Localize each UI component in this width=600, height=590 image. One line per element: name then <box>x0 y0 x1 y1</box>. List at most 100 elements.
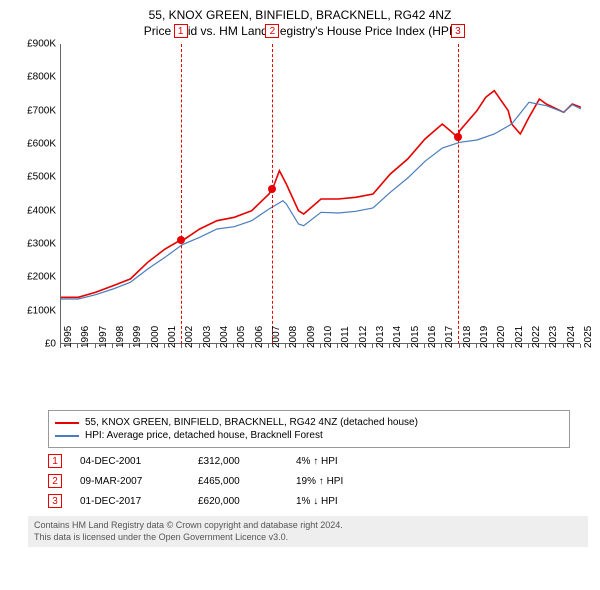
event-date: 01-DEC-2017 <box>80 496 180 507</box>
x-axis-tick: 1997 <box>98 326 109 348</box>
x-axis-tick: 2017 <box>444 326 455 348</box>
x-axis-tick-mark <box>372 344 373 348</box>
x-axis-tick: 2014 <box>392 326 403 348</box>
x-axis-tick-mark <box>233 344 234 348</box>
y-axis-tick: £600K <box>20 139 56 150</box>
event-marker-label: 2 <box>265 24 279 38</box>
x-axis-tick-mark <box>424 344 425 348</box>
y-axis-tick: £400K <box>20 205 56 216</box>
x-axis-tick-mark <box>355 344 356 348</box>
event-marker-dot <box>454 133 462 141</box>
x-axis-tick-mark <box>60 344 61 348</box>
legend-swatch <box>55 422 79 424</box>
x-axis-tick: 2010 <box>323 326 334 348</box>
y-axis-tick: £100K <box>20 305 56 316</box>
x-axis-tick: 2019 <box>479 326 490 348</box>
x-axis-tick-mark <box>147 344 148 348</box>
x-axis-tick: 1995 <box>63 326 74 348</box>
event-date: 09-MAR-2007 <box>80 476 180 487</box>
series-line <box>61 91 581 298</box>
x-axis-tick-mark <box>199 344 200 348</box>
x-axis-tick: 2018 <box>462 326 473 348</box>
address-title: 55, KNOX GREEN, BINFIELD, BRACKNELL, RG4… <box>10 8 590 22</box>
legend-label: 55, KNOX GREEN, BINFIELD, BRACKNELL, RG4… <box>85 417 418 428</box>
y-axis-tick: £300K <box>20 239 56 250</box>
x-axis-tick: 2022 <box>531 326 542 348</box>
event-hpi: 19% ↑ HPI <box>296 476 386 487</box>
x-axis-tick-mark <box>320 344 321 348</box>
x-axis-tick: 2009 <box>306 326 317 348</box>
x-axis-tick-mark <box>511 344 512 348</box>
plot-area: 123 <box>60 44 580 344</box>
x-axis-tick-mark <box>164 344 165 348</box>
x-axis-tick: 2012 <box>358 326 369 348</box>
event-number: 3 <box>48 494 62 508</box>
footer-line2: This data is licensed under the Open Gov… <box>34 532 582 544</box>
x-axis-tick: 1999 <box>132 326 143 348</box>
y-axis-tick: £500K <box>20 172 56 183</box>
x-axis-tick: 2020 <box>496 326 507 348</box>
x-axis-tick: 2013 <box>375 326 386 348</box>
event-date: 04-DEC-2001 <box>80 456 180 467</box>
events-table: 104-DEC-2001£312,0004% ↑ HPI209-MAR-2007… <box>48 454 570 508</box>
event-number: 2 <box>48 474 62 488</box>
y-axis-tick: £0 <box>20 339 56 350</box>
x-axis-tick-mark <box>77 344 78 348</box>
x-axis-tick: 2015 <box>410 326 421 348</box>
event-price: £465,000 <box>198 476 278 487</box>
x-axis-tick-mark <box>95 344 96 348</box>
x-axis-tick-mark <box>285 344 286 348</box>
x-axis-tick: 2000 <box>150 326 161 348</box>
series-line <box>61 102 581 299</box>
x-axis-tick: 2006 <box>254 326 265 348</box>
y-axis-tick: £200K <box>20 272 56 283</box>
x-axis-tick: 2004 <box>219 326 230 348</box>
x-axis-tick-mark <box>459 344 460 348</box>
x-axis-tick-mark <box>112 344 113 348</box>
legend-label: HPI: Average price, detached house, Brac… <box>85 430 323 441</box>
event-price: £312,000 <box>198 456 278 467</box>
event-marker-label: 1 <box>174 24 188 38</box>
x-axis-tick-mark <box>441 344 442 348</box>
event-row: 104-DEC-2001£312,0004% ↑ HPI <box>48 454 570 468</box>
x-axis-tick: 2024 <box>566 326 577 348</box>
attribution-footer: Contains HM Land Registry data © Crown c… <box>28 516 588 547</box>
event-row: 2 09-MAR-2007 £465,000 19% ↑ HPI <box>48 474 570 488</box>
x-axis-tick-mark <box>545 344 546 348</box>
event-marker-label: 3 <box>451 24 465 38</box>
x-axis-tick: 2005 <box>236 326 247 348</box>
event-row: 3 01-DEC-2017 £620,000 1% ↓ HPI <box>48 494 570 508</box>
x-axis-tick: 1998 <box>115 326 126 348</box>
x-axis-tick: 2003 <box>202 326 213 348</box>
x-axis-tick-mark <box>389 344 390 348</box>
title-block: 55, KNOX GREEN, BINFIELD, BRACKNELL, RG4… <box>10 8 590 38</box>
y-axis-tick: £900K <box>20 39 56 50</box>
x-axis-tick: 2007 <box>271 326 282 348</box>
x-axis-tick: 2025 <box>583 326 594 348</box>
footer-line1: Contains HM Land Registry data © Crown c… <box>34 520 582 532</box>
x-axis-tick: 2016 <box>427 326 438 348</box>
y-axis-tick: £700K <box>20 105 56 116</box>
x-axis-tick-mark <box>216 344 217 348</box>
x-axis-tick: 2011 <box>340 326 351 348</box>
x-axis-tick-mark <box>268 344 269 348</box>
event-marker-dot <box>268 185 276 193</box>
x-axis-tick: 2002 <box>184 326 195 348</box>
event-price: £620,000 <box>198 496 278 507</box>
x-axis-tick-mark <box>337 344 338 348</box>
x-axis-tick-mark <box>181 344 182 348</box>
legend-item: 55, KNOX GREEN, BINFIELD, BRACKNELL, RG4… <box>55 417 563 428</box>
x-axis-tick: 2001 <box>167 326 178 348</box>
x-axis-tick: 2021 <box>514 326 525 348</box>
chart-container: 55, KNOX GREEN, BINFIELD, BRACKNELL, RG4… <box>0 0 600 590</box>
x-axis-tick-mark <box>476 344 477 348</box>
x-axis-tick-mark <box>407 344 408 348</box>
legend-item: HPI: Average price, detached house, Brac… <box>55 430 563 441</box>
event-number: 1 <box>48 454 62 468</box>
subtitle: Price paid vs. HM Land Registry's House … <box>10 24 590 38</box>
x-axis-tick: 2008 <box>288 326 299 348</box>
event-hpi: 1% ↓ HPI <box>296 496 386 507</box>
x-axis-tick-mark <box>580 344 581 348</box>
x-axis-tick-mark <box>493 344 494 348</box>
y-axis-tick: £800K <box>20 72 56 83</box>
